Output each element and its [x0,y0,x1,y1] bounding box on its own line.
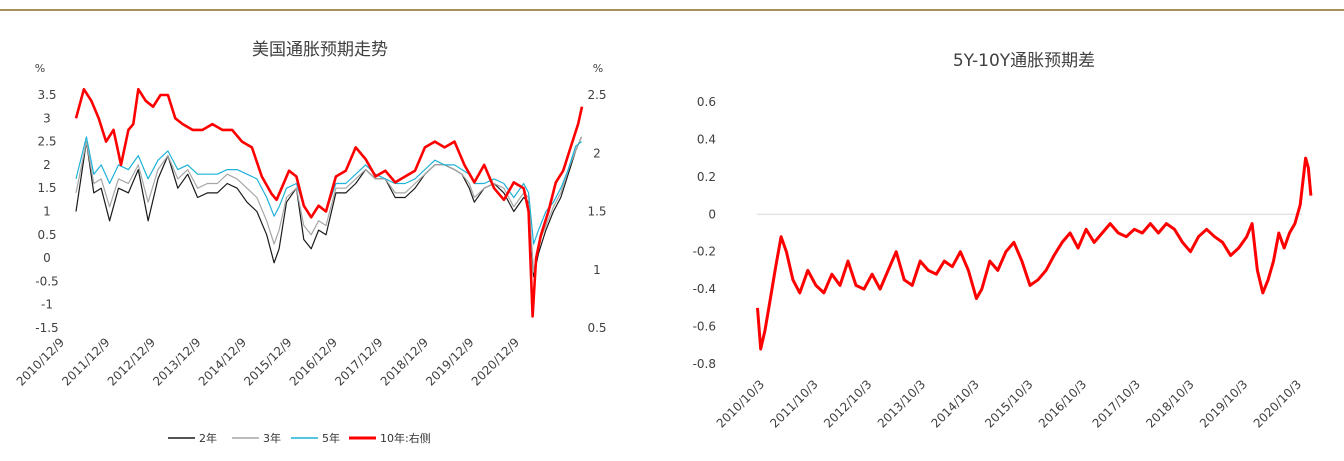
legend-label: 3年 [263,431,281,445]
x-tick-label: 2012/10/3 [821,377,874,430]
y-tick-label: 0 [708,207,716,221]
y-tick-label: -0.2 [693,245,716,259]
x-tick-label: 2013/12/9 [150,335,203,388]
top-rule [0,9,1344,11]
y-tick-label: 0.4 [697,132,716,146]
y2-tick-label: 1 [593,263,601,277]
x-tick-label: 2019/10/3 [1197,377,1250,430]
x-ticks: 2010/10/3 2011/10/3 2012/10/3 2013/10/3 2014… [714,377,1304,430]
y2-tick-label: 2 [593,146,601,160]
right-y-ticks: 2.5 2 1.5 1 0.5 [587,88,606,335]
legend-label: 10年:右侧 [380,431,431,445]
y-tick-label: -0.6 [693,320,716,334]
series-line-2 [75,136,582,245]
y-tick-label: 3.5 [37,88,56,102]
inflation-expectation-chart: 美国通胀预期走势 % % 3.532.521.510.50-0.5-1-1.5 … [14,40,607,445]
y-tick-label: -0.8 [693,357,716,371]
y-tick-label: -0.4 [693,282,716,296]
y-tick-label: -0.5 [35,274,58,288]
x-tick-label: 2016/12/9 [287,335,340,388]
x-ticks: 2010/12/92011/12/92012/12/92013/12/92014… [14,335,522,388]
legend-label: 5年 [322,431,340,445]
y-tick-label: 3 [43,111,51,125]
x-tick-label: 2018/12/9 [378,335,431,388]
spread-chart: 5Y-10Y通胀预期差 0.6 0.4 0.2 0 -0.2 -0.4 -0.6 -0.8 2… [693,51,1313,431]
x-tick-label: 2014/10/3 [929,377,982,430]
x-tick-label: 2015/12/9 [241,335,294,388]
legend-label: 2年 [199,431,217,445]
y-tick-label: 2.5 [37,135,56,149]
legend: 2年 3年 5年 10年:右侧 [168,431,431,445]
series-line-1 [75,136,583,273]
x-tick-label: 2011/12/9 [59,335,112,388]
y-tick-label: -1.5 [35,321,58,335]
y-tick-label: 1.5 [37,181,56,195]
series-lines [74,87,584,318]
y-tick-label: 2 [43,158,51,172]
x-tick-label: 2010/12/9 [14,335,67,388]
x-tick-label: 2013/10/3 [875,377,928,430]
x-tick-label: 2018/10/3 [1143,377,1196,430]
x-tick-label: 2012/12/9 [105,335,158,388]
x-tick-label: 2017/12/9 [332,335,385,388]
series-line-0 [75,136,583,278]
y-tick-label: 0 [43,251,51,265]
y-tick-label: 0.2 [697,170,716,184]
y-ticks: 0.6 0.4 0.2 0 -0.2 -0.4 -0.6 -0.8 [693,95,716,371]
y2-tick-label: 1.5 [587,205,606,219]
y2-tick-label: 0.5 [587,321,606,335]
y2-tick-label: 2.5 [587,88,606,102]
x-tick-label: 2016/10/3 [1036,377,1089,430]
y-tick-label: 1 [43,205,51,219]
spread-line [756,156,1313,351]
y-tick-label: 0.5 [37,228,56,242]
left-axis-unit: % [35,62,45,75]
x-tick-label: 2017/10/3 [1090,377,1143,430]
x-tick-label: 2020/10/3 [1251,377,1304,430]
x-tick-label: 2014/12/9 [196,335,249,388]
y-tick-label: -1 [41,298,53,312]
chart-title: 5Y-10Y通胀预期差 [953,51,1095,71]
x-tick-label: 2011/10/3 [767,377,820,430]
left-y-ticks: 3.5 3 2.5 2 1.5 1 0.5 0 -0.5 -1 -1.5 [35,88,58,335]
series-line-3 [74,87,584,318]
series-lines [756,156,1313,351]
x-tick-label: 2019/12/9 [423,335,476,388]
y-tick-label: 0.6 [697,95,716,109]
x-tick-label: 2010/10/3 [714,377,767,430]
x-tick-label: 2020/12/9 [469,335,522,388]
chart-title: 美国通胀预期走势 [252,40,388,60]
x-tick-label: 2015/10/3 [982,377,1035,430]
right-axis-unit: % [593,62,603,75]
